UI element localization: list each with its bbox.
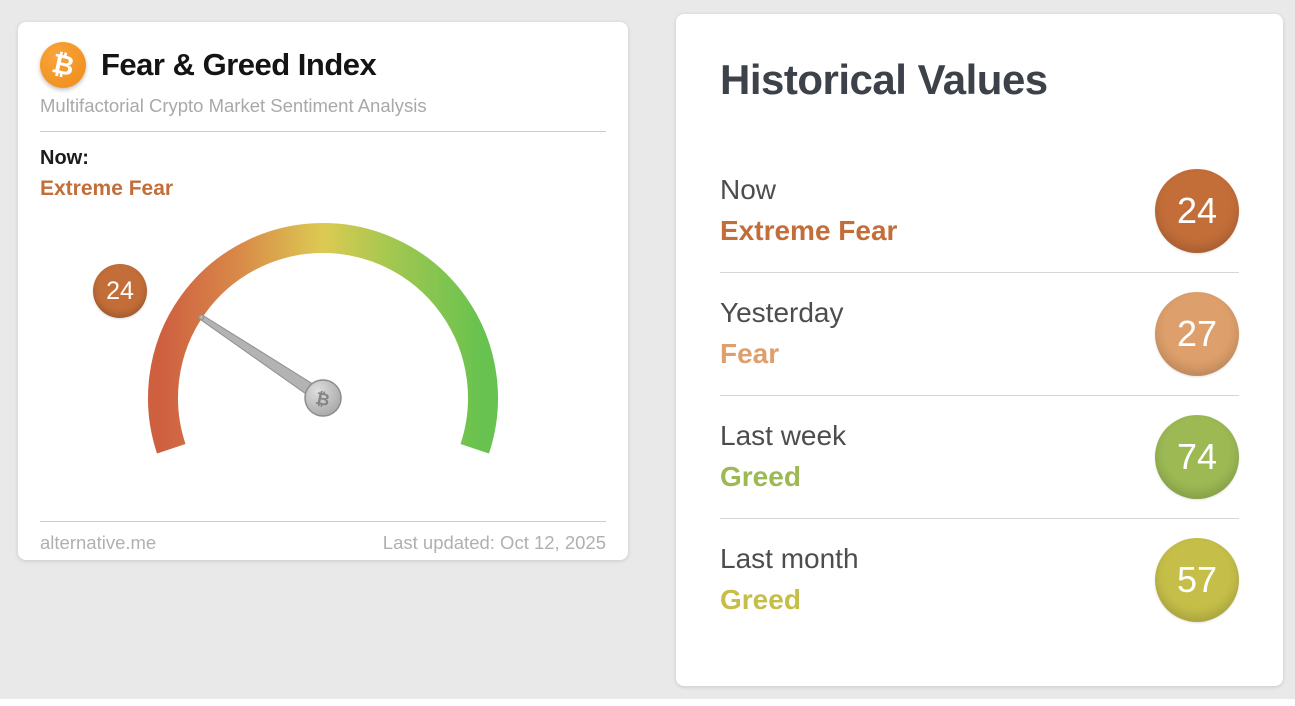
bitcoin-glyph: ₿ [49, 47, 77, 82]
row-sentiment: Extreme Fear [720, 215, 898, 246]
page-subtitle: Multifactorial Crypto Market Sentiment A… [40, 95, 427, 116]
header-divider [40, 131, 606, 132]
row-period-label: Yesterday [720, 297, 844, 328]
footer-divider [40, 521, 606, 522]
historical-rows: Now Extreme Fear 24 Yesterday Fear 27 La… [720, 150, 1239, 641]
gauge-hub [304, 379, 342, 417]
now-sentiment: Extreme Fear [40, 177, 174, 200]
historical-values-card: Historical Values Now Extreme Fear 24 Ye… [676, 14, 1283, 686]
row-value-badge: 74 [1155, 415, 1239, 499]
bitcoin-hub-glyph: ₿ [314, 389, 332, 410]
gauge-card-footer: alternative.me Last updated: Oct 12, 202… [40, 531, 606, 555]
row-sentiment: Greed [720, 584, 801, 615]
gauge-arc [148, 223, 498, 454]
now-label: Now: [40, 147, 89, 169]
page-title: Fear & Greed Index [101, 46, 377, 82]
last-updated-text: Last updated: Oct 12, 2025 [382, 532, 606, 553]
page-bottom-strip [0, 699, 1295, 706]
row-value-badge: 57 [1155, 538, 1239, 622]
gauge-chart: ₿ [148, 223, 498, 454]
row-period-label: Now [720, 174, 777, 205]
row-value-badge: 24 [1155, 169, 1239, 253]
source-link[interactable]: alternative.me [40, 532, 157, 553]
row-value-badge: 27 [1155, 292, 1239, 376]
row-sentiment: Fear [720, 338, 780, 369]
gauge: ₿ 24 [40, 208, 606, 508]
row-sentiment: Greed [720, 461, 801, 492]
gauge-card-header: ₿ Fear & Greed Index [40, 42, 606, 88]
historical-row-last-month: Last month Greed 57 [720, 519, 1239, 641]
historical-row-now: Now Extreme Fear 24 [720, 150, 1239, 273]
gauge-value-badge: 24 [93, 264, 147, 318]
row-period-label: Last week [720, 420, 847, 451]
historical-row-last-week: Last week Greed 74 [720, 396, 1239, 519]
historical-row-yesterday: Yesterday Fear 27 [720, 273, 1239, 396]
row-period-label: Last month [720, 543, 859, 574]
historical-title: Historical Values [720, 56, 1048, 103]
bitcoin-icon: ₿ [40, 42, 86, 88]
fear-greed-gauge-card: ₿ Fear & Greed Index Multifactorial Cryp… [18, 22, 628, 560]
